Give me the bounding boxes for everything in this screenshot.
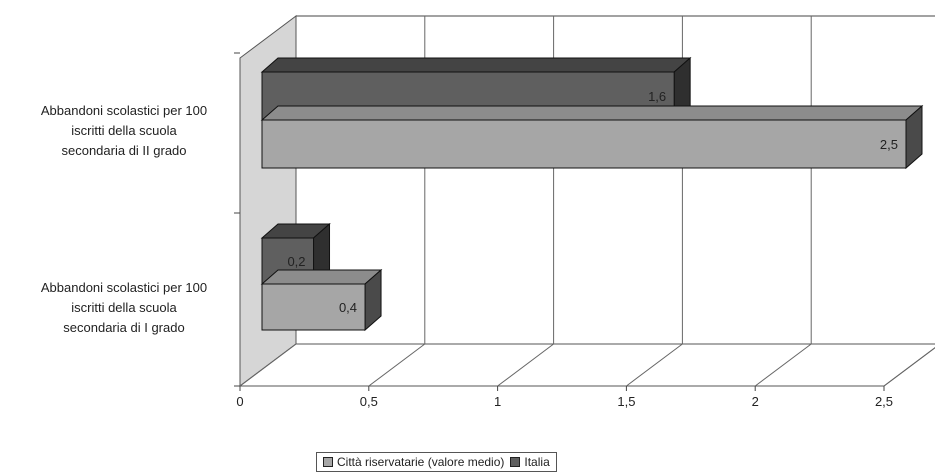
legend-item-italia: Italia xyxy=(510,455,550,469)
legend-item-citta: Città riservatarie (valore medio) xyxy=(323,455,504,469)
bar xyxy=(261,119,907,169)
category-label: iscritti della scuola xyxy=(71,123,177,138)
floor-gridline xyxy=(883,347,935,387)
floor-gridline xyxy=(368,343,426,387)
bar-chart: 0 0,5 1 1,5 2 2,5 1,6 2,5 0,2 0,4 Abbandoni scolas… xyxy=(41,15,935,409)
x-tick-label: 2,5 xyxy=(875,394,893,409)
category-label: Abbandoni scolastici per 100 xyxy=(41,280,207,295)
category-label: secondaria di II grado xyxy=(61,143,186,158)
x-tick-label: 1,5 xyxy=(617,394,635,409)
plot-floor xyxy=(238,343,935,387)
x-tick-label: 1 xyxy=(494,394,501,409)
bar-data-label: 1,6 xyxy=(648,89,666,104)
legend-label-citta: Città riservatarie (valore medio) xyxy=(337,455,505,469)
floor-gridline xyxy=(626,343,683,387)
category-label: Abbandoni scolastici per 100 xyxy=(41,103,207,118)
x-tick-label: 0 xyxy=(236,394,243,409)
x-tick-label: 0,5 xyxy=(360,394,378,409)
bar-top-face xyxy=(260,269,383,285)
bar-top-face xyxy=(260,57,692,73)
floor-gridline xyxy=(754,343,812,387)
legend-swatch-italia xyxy=(510,457,521,467)
bar-data-label: 2,5 xyxy=(880,137,898,152)
bar-data-label: 0,2 xyxy=(287,254,305,269)
bar-data-label: 0,4 xyxy=(339,300,357,315)
x-tick-label: 2 xyxy=(752,394,759,409)
bar xyxy=(261,283,366,331)
category-label: secondaria di I grado xyxy=(63,320,184,335)
legend-label-italia: Italia xyxy=(524,455,550,469)
floor-gridline xyxy=(239,343,297,387)
category-label: iscritti della scuola xyxy=(71,300,177,315)
floor-gridline xyxy=(497,343,554,387)
legend: Città riservatarie (valore medio) Italia xyxy=(316,452,557,472)
legend-swatch-citta xyxy=(323,457,333,467)
bar-top-face xyxy=(260,105,924,121)
